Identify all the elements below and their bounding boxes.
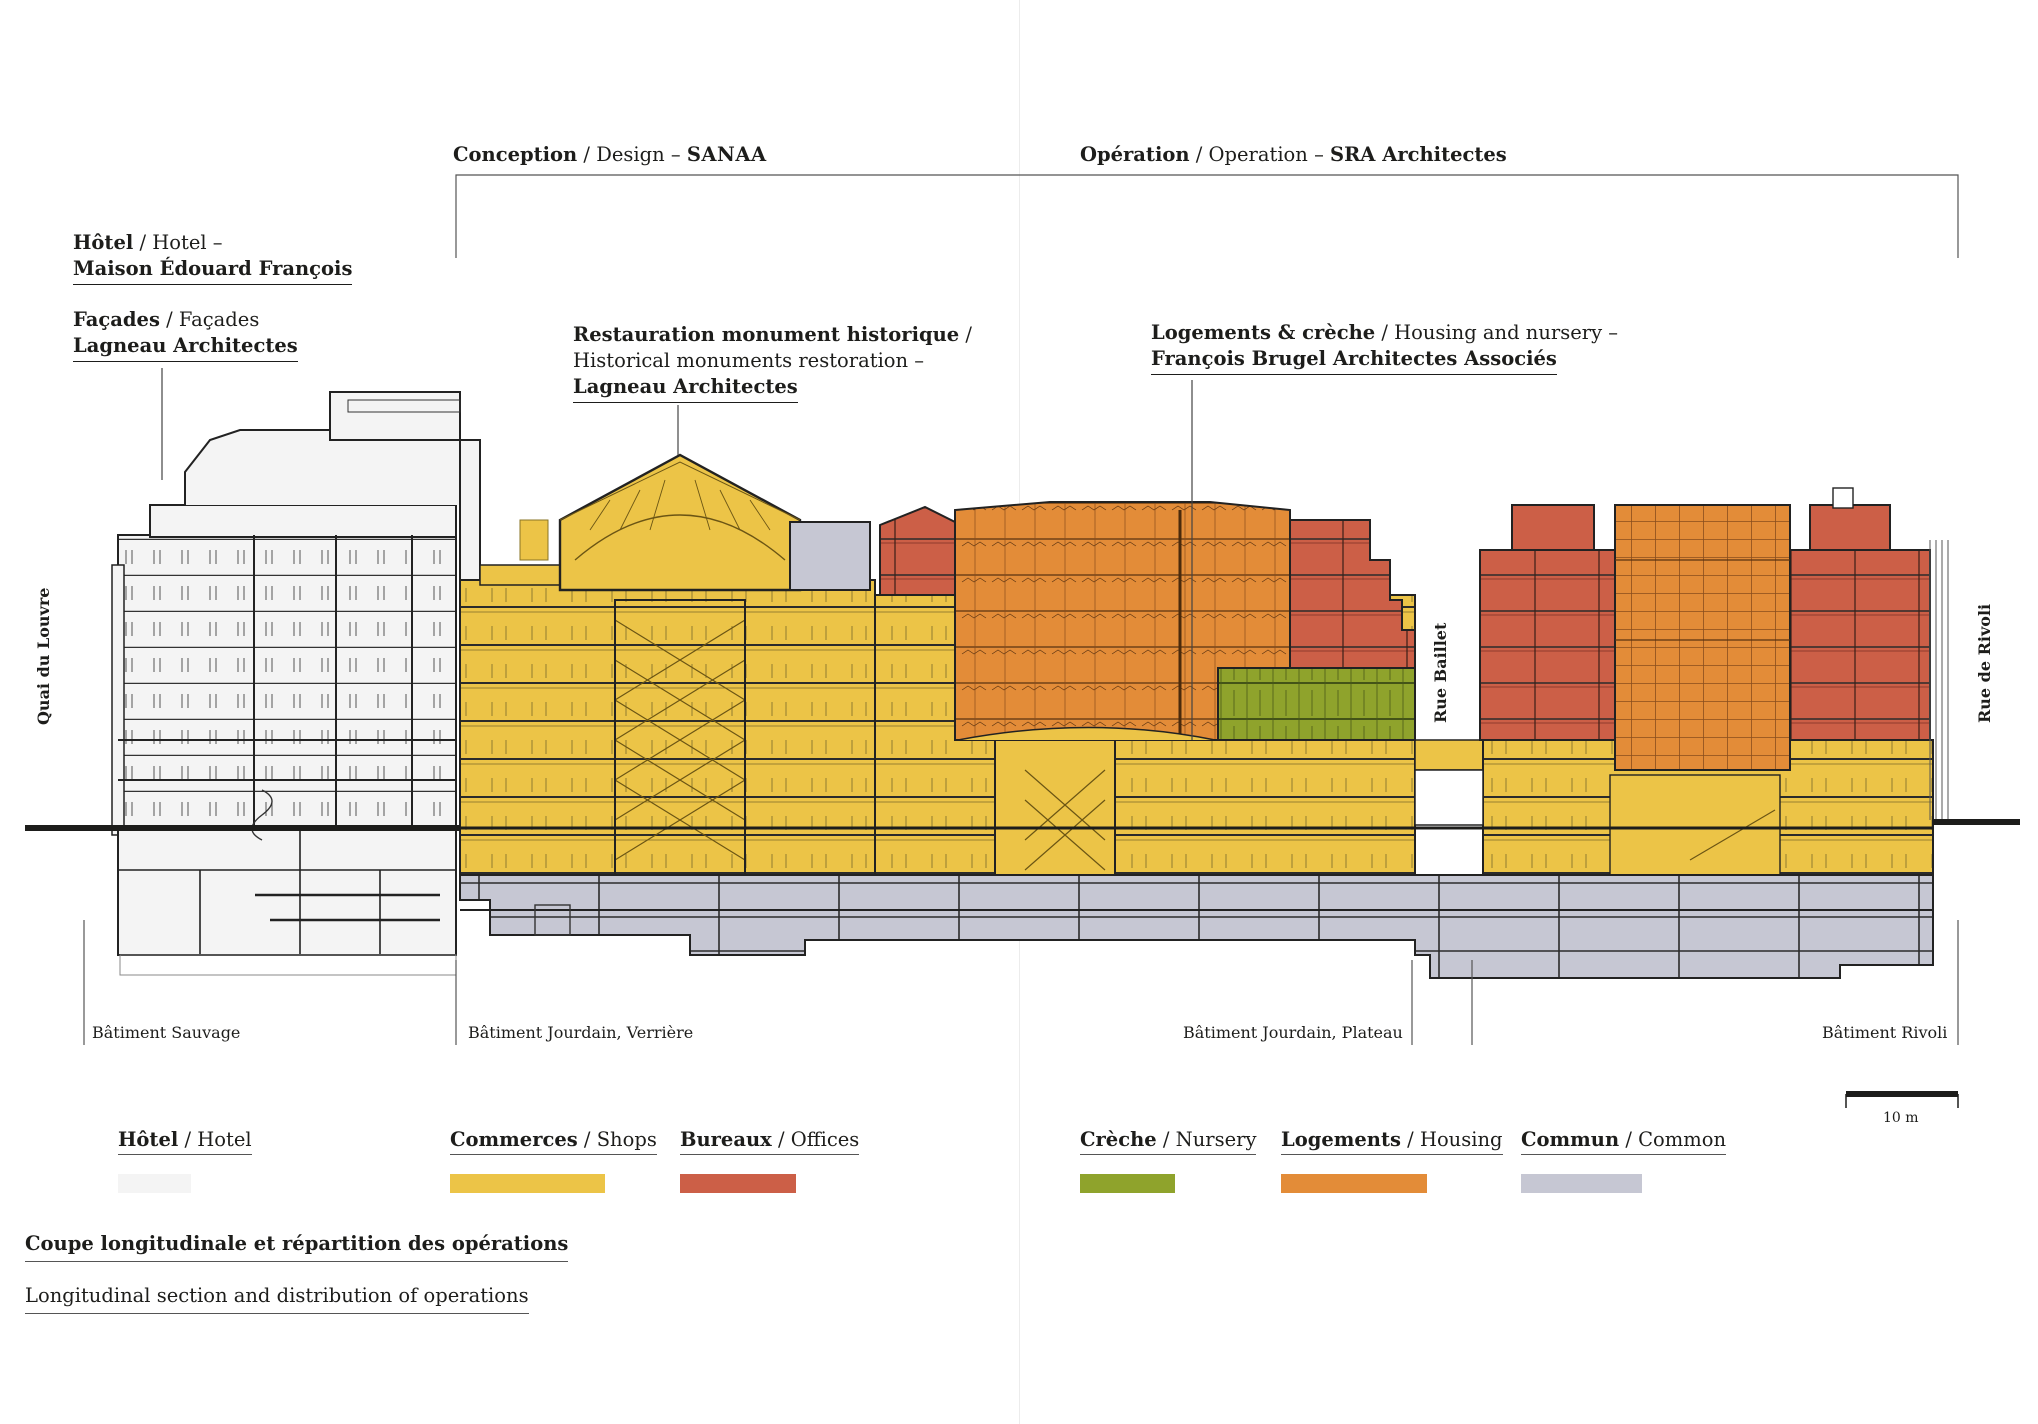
street-rue-de-rivoli: Rue de Rivoli	[1975, 603, 1994, 723]
building-rivoli: Bâtiment Rivoli	[1822, 1023, 1948, 1042]
logements-annotation: Logements & crèche / Housing and nursery…	[1151, 320, 1618, 375]
street-rue-baillet: Rue Baillet	[1431, 622, 1450, 723]
legend-swatch-nursery	[1080, 1174, 1175, 1193]
caption-french: Coupe longitudinale et répartition des o…	[25, 1232, 569, 1262]
scale-label: 10 m	[1883, 1110, 1919, 1126]
scale-bar	[1845, 1091, 1959, 1108]
restauration-annotation-firm: Lagneau Architectes	[573, 375, 798, 398]
operation-heading: Opération / Operation – SRA Architectes	[1080, 143, 1507, 166]
conception-heading: Conception / Design – SANAA	[453, 143, 767, 166]
legend-label-housing: Logements / Housing	[1281, 1128, 1503, 1155]
logements-annotation-firm: François Brugel Architectes Associés	[1151, 347, 1557, 370]
restauration-annotation-fr: Restauration monument historique	[573, 323, 960, 346]
building-sauvage: Bâtiment Sauvage	[92, 1023, 241, 1042]
restauration-annotation-slash: /	[965, 323, 972, 346]
logements-annotation-fr: Logements & crèche	[1151, 321, 1376, 344]
conception-label: Conception	[453, 143, 578, 166]
building-jourdain-plateau: Bâtiment Jourdain, Plateau	[1183, 1023, 1403, 1042]
building-jourdain-verriere: Bâtiment Jourdain, Verrière	[468, 1023, 694, 1042]
operation-en-label: Operation	[1208, 143, 1308, 166]
hotel-annotation: Hôtel / Hotel – Maison Édouard François	[73, 230, 353, 285]
legend-swatch-shops	[450, 1174, 605, 1193]
design-label: Design	[596, 143, 665, 166]
logements-annotation-en: Housing and nursery –	[1394, 321, 1619, 344]
street-quai-du-louvre: Quai du Louvre	[34, 587, 53, 725]
hotel-annotation-fr: Hôtel	[73, 231, 134, 254]
restauration-annotation-en: Historical monuments restoration –	[573, 349, 925, 372]
legend-swatch-hotel	[118, 1174, 191, 1193]
legend-label-shops: Commerces / Shops	[450, 1128, 657, 1155]
legend-label-nursery: Crèche / Nursery	[1080, 1128, 1257, 1155]
operation-label: Opération	[1080, 143, 1190, 166]
facades-annotation: Façades / Façades Lagneau Architectes	[73, 307, 298, 362]
hotel-annotation-firm: Maison Édouard François	[73, 257, 353, 280]
legend-swatch-housing	[1281, 1174, 1427, 1193]
legend-swatch-offices	[680, 1174, 796, 1193]
facades-annotation-firm: Lagneau Architectes	[73, 334, 298, 357]
hotel-annotation-en: Hotel –	[152, 231, 223, 254]
legend-label-common: Commun / Common	[1521, 1128, 1727, 1155]
legend-label-offices: Bureaux / Offices	[680, 1128, 860, 1155]
operation-firm: SRA Architectes	[1330, 143, 1507, 166]
conception-firm: SANAA	[686, 143, 767, 166]
facades-annotation-fr: Façades	[73, 308, 160, 331]
caption-english: Longitudinal section and distribution of…	[25, 1284, 529, 1314]
restauration-annotation: Restauration monument historique / Histo…	[573, 322, 972, 403]
legend-label-hotel: Hôtel / Hotel	[118, 1128, 252, 1155]
facades-annotation-en: Façades	[178, 308, 260, 331]
legend-swatch-common	[1521, 1174, 1642, 1193]
